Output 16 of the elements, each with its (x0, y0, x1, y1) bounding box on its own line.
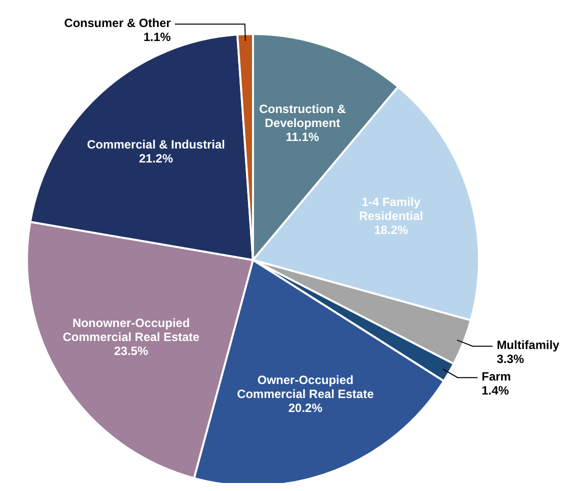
data-label: 3.3% (496, 352, 524, 366)
data-label: 11.1% (286, 130, 320, 144)
data-label: 20.2% (288, 400, 323, 415)
slice-label: Farm (482, 370, 511, 384)
slice-label: 1-4 Family Residential (359, 195, 424, 224)
data-label: 18.2% (374, 223, 408, 238)
slice-label: Consumer & Other (64, 16, 172, 30)
slice-label: Owner-Occupied Commercial Real Estate (237, 372, 374, 401)
slice-label: Commercial & Industrial (86, 138, 226, 152)
slice-label: Construction & Development (259, 102, 346, 130)
slice-label: Multifamily (496, 338, 560, 352)
data-label: 1.4% (482, 384, 510, 398)
slice-label: Nonowner-Occupied Commercial Real Estate (62, 316, 200, 344)
data-label: 1.1% (143, 30, 172, 44)
data-label: 23.5% (114, 344, 148, 358)
data-label: 21.2% (138, 152, 174, 166)
